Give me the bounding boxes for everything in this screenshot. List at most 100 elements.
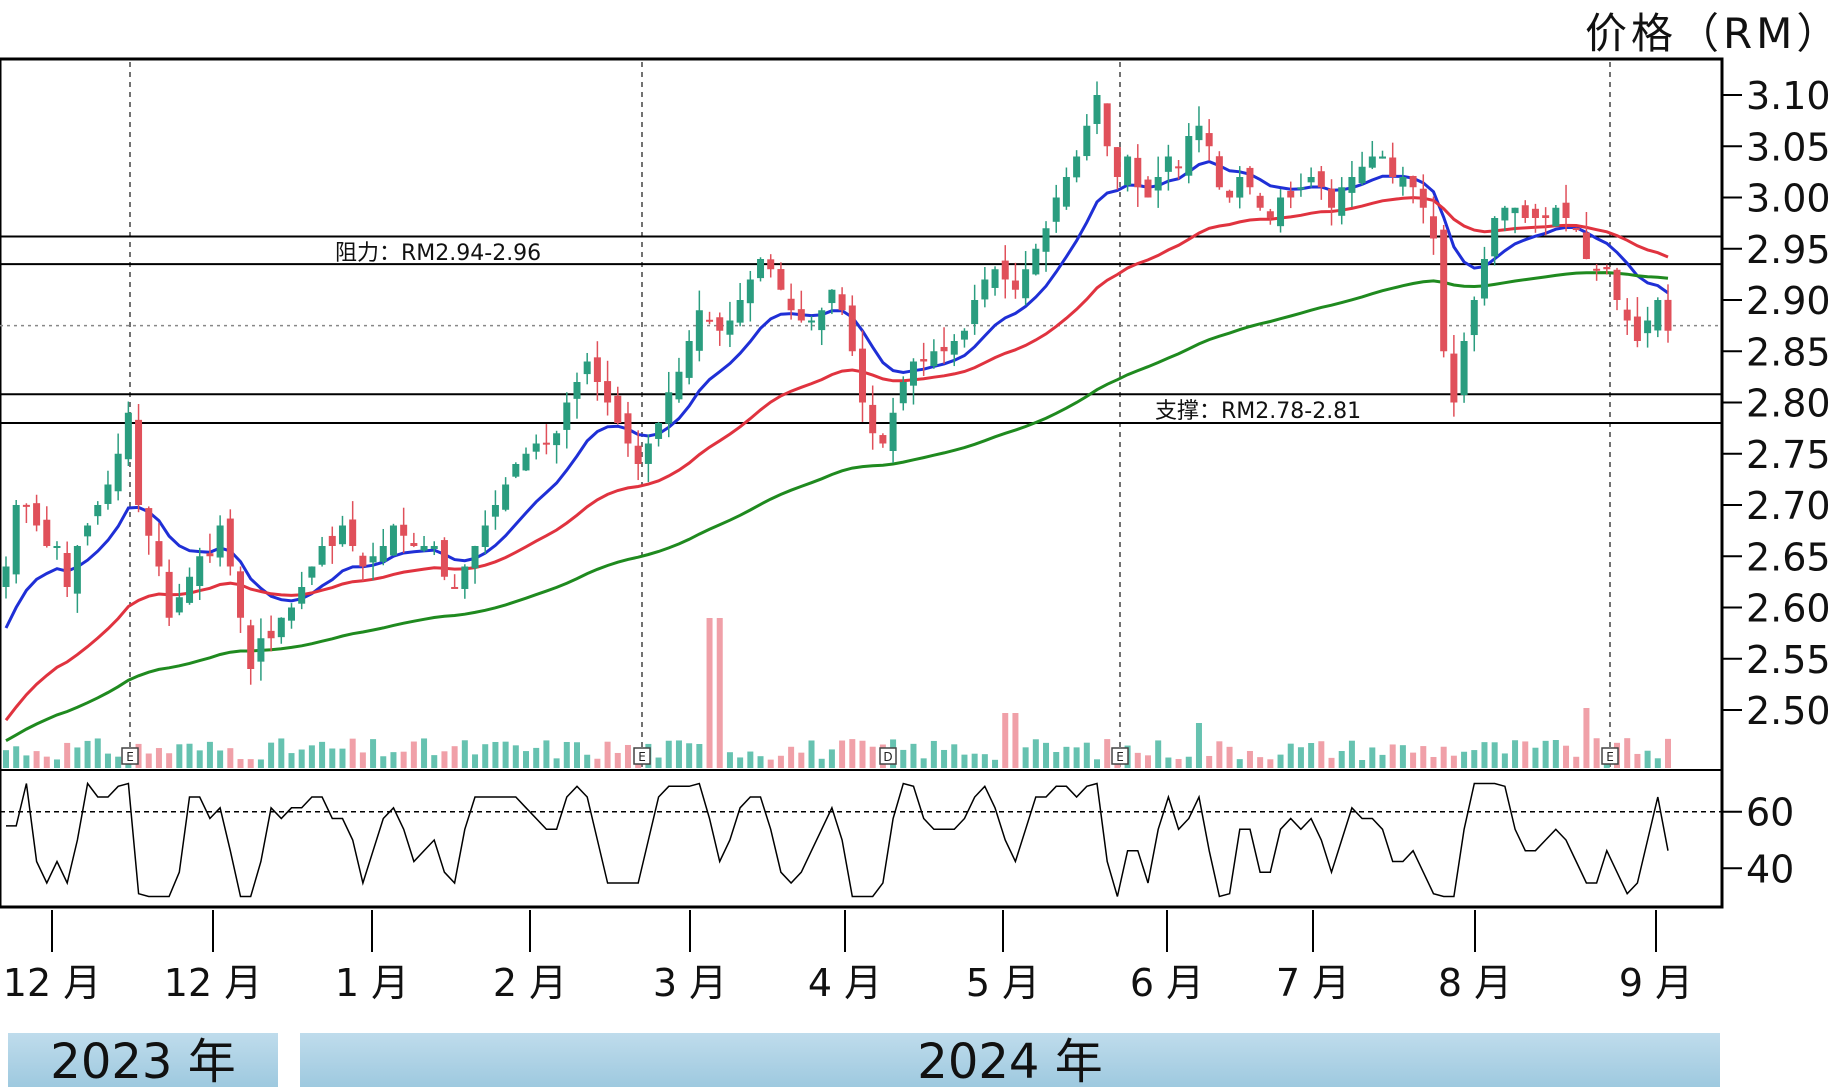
candle-body <box>175 597 183 613</box>
month-label: 12 月 <box>164 961 262 1005</box>
volume-bar <box>839 740 846 768</box>
volume-bar <box>43 756 50 768</box>
volume-bar <box>1277 754 1284 768</box>
candle-body <box>22 504 30 507</box>
volume-bar <box>553 758 560 768</box>
volume-bar <box>268 742 275 768</box>
candle-body <box>685 341 693 378</box>
volume-bar <box>1053 752 1060 768</box>
candle-body <box>960 330 968 340</box>
volume-bar <box>1318 741 1325 768</box>
event-marker-box <box>121 747 139 765</box>
candle-body <box>1083 125 1091 157</box>
candle-body <box>542 442 550 445</box>
price-axis-label: 2.70 <box>1746 484 1831 528</box>
volume-bar <box>1634 753 1641 768</box>
volume-bar <box>1359 759 1366 768</box>
volume-bar <box>971 753 978 768</box>
candle-body <box>1348 177 1356 193</box>
candle-body <box>1246 167 1254 188</box>
candle-body <box>379 546 387 562</box>
event-marker-letter: D <box>883 750 892 764</box>
volume-bar <box>166 753 173 768</box>
month-label: 12 月 <box>3 961 101 1005</box>
candle-body <box>1491 218 1499 257</box>
candle-body <box>471 546 479 569</box>
volume-bar <box>523 751 530 768</box>
candle-body <box>1613 269 1621 300</box>
candle-body <box>1450 353 1458 403</box>
volume-bar <box>737 757 744 768</box>
year-label-2023: 2023 年 <box>8 1033 278 1090</box>
price-axis-label: 2.80 <box>1746 382 1831 426</box>
candle-body <box>614 395 622 423</box>
candle-body <box>532 443 540 452</box>
candle-body <box>53 546 61 548</box>
candle-body <box>400 524 408 536</box>
volume-bar <box>665 740 672 768</box>
candle-body <box>1287 191 1295 198</box>
volume-bar <box>1246 750 1253 768</box>
candle-body <box>1511 207 1519 214</box>
volume-bar <box>1348 740 1355 768</box>
candle-body <box>389 525 397 556</box>
volume-bar <box>1338 751 1345 768</box>
volume-bar <box>84 740 91 768</box>
candle-body <box>1011 280 1019 290</box>
candle-body <box>1399 177 1407 187</box>
volume-bar <box>747 751 754 768</box>
price-axis-label: 3.05 <box>1746 125 1831 169</box>
candle-body <box>73 546 81 594</box>
candle-body <box>716 317 724 331</box>
candle-body <box>1144 179 1152 198</box>
candle-body <box>1603 266 1611 270</box>
price-axis-label: 2.85 <box>1746 330 1831 374</box>
volume-bar <box>1563 745 1570 768</box>
candle-body <box>736 300 744 323</box>
candle-body <box>420 546 428 551</box>
volume-bar <box>1665 738 1671 768</box>
candle-body <box>1266 211 1274 218</box>
price-axis-label: 2.65 <box>1746 535 1831 579</box>
candle-body <box>349 519 357 546</box>
month-label: 7 月 <box>1276 961 1350 1005</box>
candle-body <box>216 525 224 558</box>
candle-body <box>930 351 938 367</box>
candle-body <box>186 576 194 603</box>
volume-bar <box>573 742 580 768</box>
candle-body <box>1409 175 1417 188</box>
volume-bar <box>604 741 611 768</box>
volume-bar <box>257 759 264 768</box>
candle-body <box>298 587 306 604</box>
candle-body <box>1664 299 1672 331</box>
candle-body <box>2 566 10 587</box>
volume-bar <box>869 746 876 768</box>
volume-bar <box>104 753 111 768</box>
volume-bar <box>716 618 723 768</box>
volume-bar <box>53 759 60 768</box>
volume-bar <box>196 750 203 768</box>
volume-bar <box>74 747 81 768</box>
candle-body <box>1572 228 1580 231</box>
price-axis-label: 2.55 <box>1746 638 1831 682</box>
candle-body <box>869 404 877 434</box>
volume-bar <box>319 741 326 768</box>
candle-body <box>1124 156 1132 186</box>
volume-bar <box>349 738 356 768</box>
volume-bar <box>308 745 315 768</box>
candle-body <box>1552 207 1560 227</box>
volume-bar <box>1552 740 1559 768</box>
volume-bar <box>1583 708 1590 768</box>
candle-body <box>155 541 163 567</box>
candle-body <box>1164 156 1172 172</box>
volume-bar <box>1308 743 1315 768</box>
volume-bar <box>1134 752 1141 768</box>
volume-bar <box>808 740 815 768</box>
price-axis-label: 2.75 <box>1746 433 1831 477</box>
candle-body <box>338 525 346 545</box>
volume-bar <box>675 740 682 768</box>
volume-bar <box>900 749 907 768</box>
volume-bar <box>1257 757 1264 768</box>
candle-body <box>1052 197 1060 222</box>
volume-bar <box>1063 746 1070 768</box>
